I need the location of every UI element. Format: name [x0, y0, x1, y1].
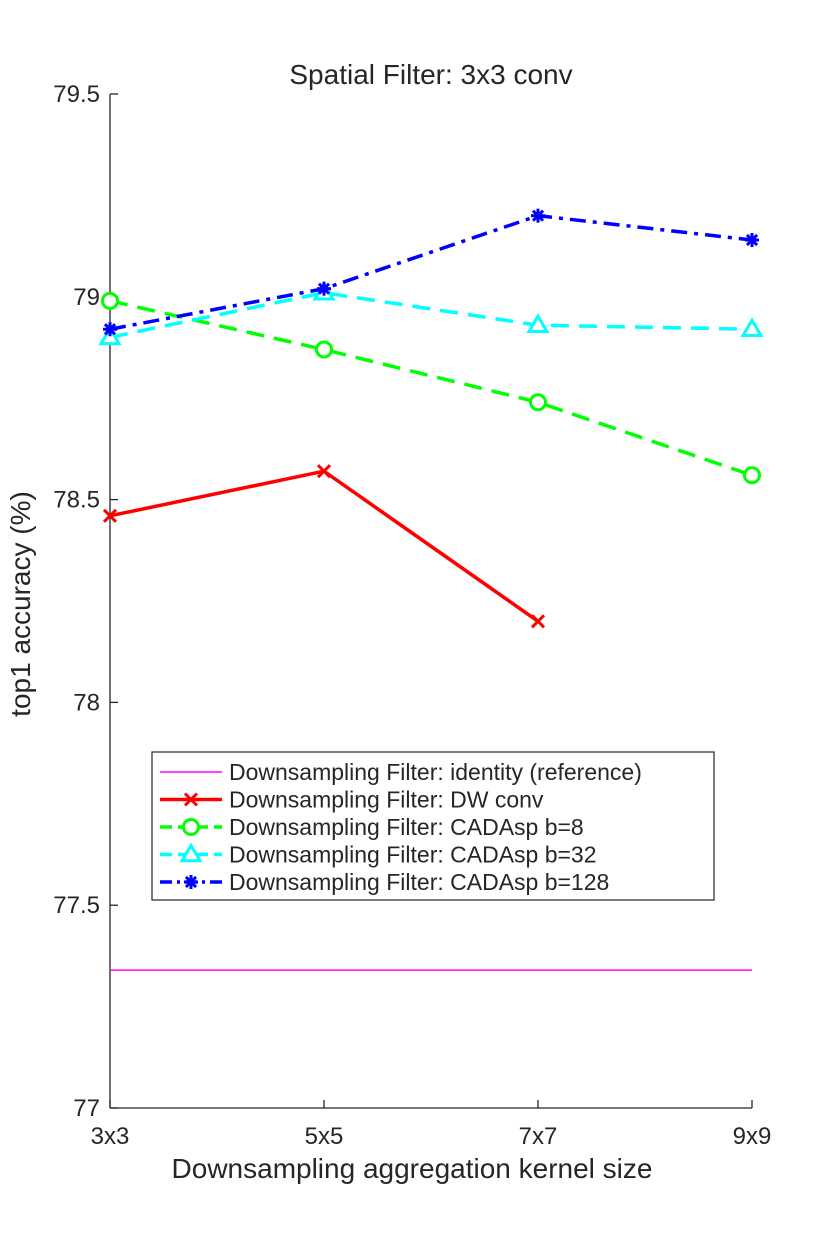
series-line-1 [109, 469, 540, 623]
legend-entry-4: Downsampling Filter: CADAsp b=128 [160, 869, 609, 895]
data-point-2-0 [101, 291, 119, 310]
data-point-4-3 [745, 233, 759, 248]
data-point-2-2 [529, 393, 547, 412]
x-tick-label: 7x7 [519, 1123, 558, 1150]
series-line-2 [109, 299, 753, 477]
legend-box [151, 751, 715, 901]
legend-label: Downsampling Filter: CADAsp b=128 [229, 869, 609, 895]
series-line-3 [109, 290, 753, 340]
x-ticks: 3x3 5x5 7x7 9x9 [91, 1100, 772, 1150]
y-axis-label: top1 accuracy (%) [5, 491, 36, 717]
y-tick-label: 79.5 [53, 81, 100, 108]
y-tick-label: 78.5 [53, 487, 100, 514]
legend-marker [184, 875, 198, 889]
legend-label: Downsampling Filter: DW conv [229, 787, 544, 813]
y-tick-label: 79 [73, 284, 100, 311]
y-tick-label: 77 [73, 1095, 100, 1122]
x-tick-label: 9x9 [733, 1123, 772, 1150]
x-tick-label: 3x3 [91, 1123, 130, 1150]
legend-entry-3: Downsampling Filter: CADAsp b=32 [160, 842, 597, 868]
data-point-2-3 [743, 466, 761, 485]
data-point-2-1 [315, 340, 333, 359]
data-point-4-1 [317, 281, 331, 296]
data-point-4-2 [531, 208, 545, 223]
legend-entry-0: Downsampling Filter: identity (reference… [160, 759, 642, 785]
chart-title: Spatial Filter: 3x3 conv [289, 59, 572, 90]
data-point-3-3 [740, 317, 764, 338]
legend-marker [179, 842, 203, 863]
data-point-1-0 [102, 508, 118, 523]
legend-marker [182, 818, 200, 836]
legend-label: Downsampling Filter: CADAsp b=8 [229, 814, 584, 840]
x-tick-label: 5x5 [305, 1123, 344, 1150]
legend-marker [183, 792, 199, 807]
legend-label: Downsampling Filter: CADAsp b=32 [229, 842, 597, 868]
y-tick-label: 77.5 [53, 892, 100, 919]
y-tick-label: 78 [73, 689, 100, 716]
legend: Downsampling Filter: identity (reference… [151, 751, 715, 901]
legend-label: Downsampling Filter: identity (reference… [229, 759, 642, 785]
data-point-4-0 [103, 322, 117, 337]
x-axis-label: Downsampling aggregation kernel size [172, 1153, 653, 1184]
legend-entry-2: Downsampling Filter: CADAsp b=8 [160, 814, 584, 840]
series-line-4 [109, 213, 753, 331]
legend-entry-1: Downsampling Filter: DW conv [160, 787, 544, 813]
y-ticks: 77 77.5 78 78.5 79 79.5 [53, 81, 118, 1122]
data-point-1-1 [316, 464, 332, 479]
data-point-3-2 [526, 313, 550, 333]
data-point-1-2 [530, 614, 546, 629]
series-layer [98, 208, 764, 971]
